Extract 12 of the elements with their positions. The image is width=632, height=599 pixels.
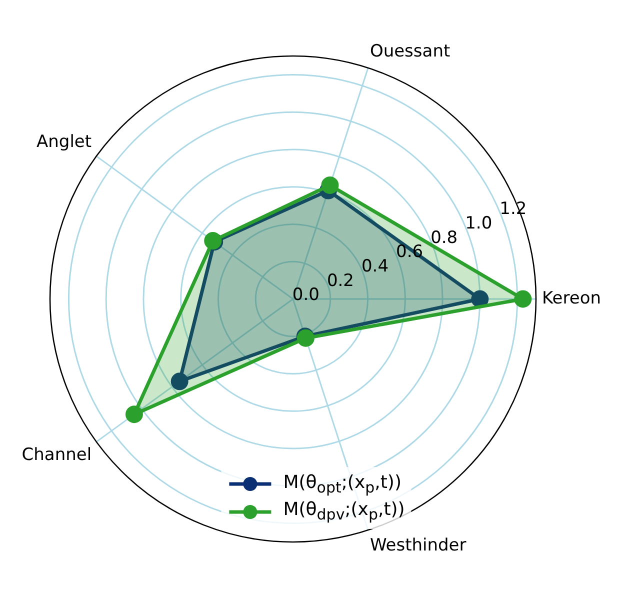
- legend-label: M(θ$_{dpv}$;(x$_{p}$,t)): [283, 499, 405, 524]
- spoke-label: Channel: [22, 444, 92, 465]
- legend-label: M(θ$_{opt}$;(x$_{p}$,t)): [283, 472, 402, 496]
- y-tick-label: 0.0: [292, 285, 320, 306]
- spoke-label: Westhinder: [370, 535, 466, 556]
- y-tick-label: 0.8: [430, 228, 458, 248]
- y-tick-label: 1.0: [465, 214, 492, 234]
- y-tick-label: 0.2: [326, 270, 354, 291]
- spoke-label: Kereon: [542, 288, 602, 308]
- spoke-label: Ouessant: [370, 41, 450, 62]
- y-tick-label: 0.4: [361, 256, 389, 276]
- spoke-label: Anglet: [36, 132, 92, 152]
